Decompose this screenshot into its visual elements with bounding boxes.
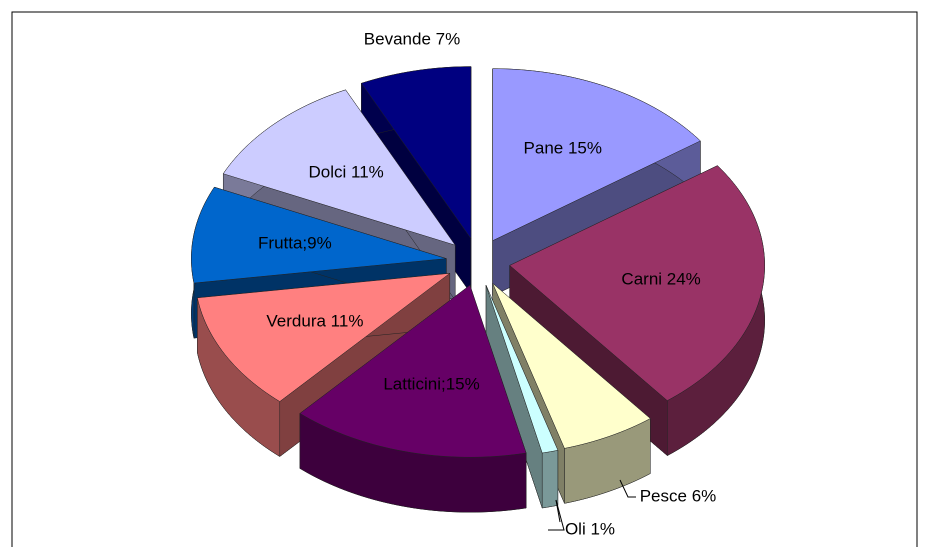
slice-top — [360, 66, 472, 240]
slice-top — [197, 273, 451, 402]
slice-top — [299, 284, 527, 458]
leader-line — [548, 499, 565, 531]
slice — [299, 284, 527, 513]
slice-top — [509, 165, 765, 401]
data-label: Dolci 11% — [309, 162, 384, 181]
leader-line — [555, 499, 561, 523]
data-label: Oli 1% — [565, 519, 615, 538]
data-label: Pesce 6% — [640, 486, 717, 505]
slice-side — [541, 449, 559, 509]
slice-top — [492, 283, 651, 449]
data-label: Carni 24% — [621, 270, 700, 289]
slice — [492, 282, 651, 504]
slice-top — [485, 285, 559, 454]
slice-top — [492, 68, 701, 242]
slice — [485, 285, 559, 509]
frame — [11, 11, 918, 547]
leader-line — [619, 479, 636, 498]
data-label: Frutta;9% — [258, 233, 332, 252]
data-label: Verdura 11% — [266, 312, 363, 331]
slice-top — [222, 89, 456, 246]
data-label: Bevande 7% — [364, 29, 460, 48]
data-label: Pane 15% — [524, 138, 602, 157]
data-label: Latticini;15% — [383, 375, 479, 394]
slice-top — [191, 186, 447, 284]
